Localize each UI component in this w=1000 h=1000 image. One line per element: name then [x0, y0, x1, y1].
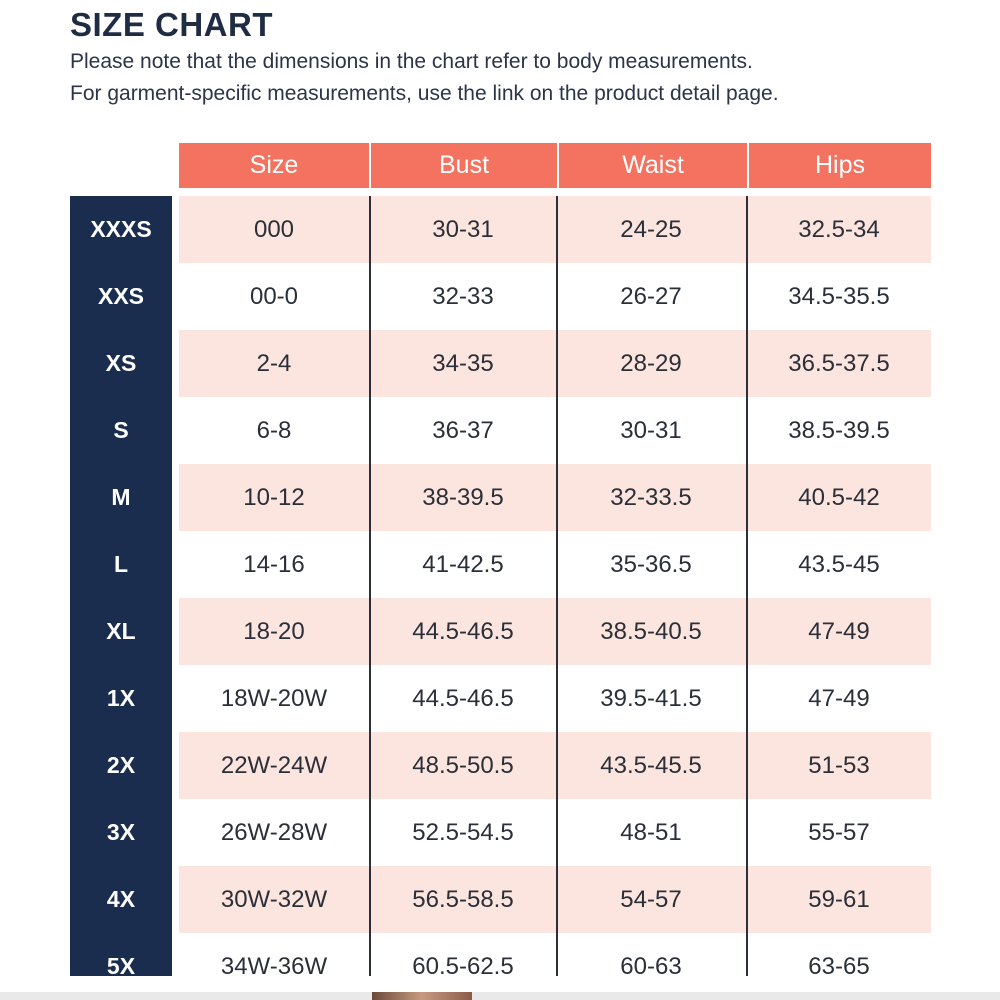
table-cell-bust: 41-42.5: [422, 550, 504, 578]
table-cell-size: 2-4: [256, 349, 292, 377]
table-cell-bust: 60.5-62.5: [412, 952, 514, 980]
note-line-1: Please note that the dimensions in the c…: [70, 50, 753, 73]
size-label: XL: [106, 618, 136, 644]
table-cell-bust: 32-33: [432, 282, 494, 310]
size-label: XXS: [97, 283, 145, 309]
bottom-divider: [0, 992, 1000, 1000]
table-cell-waist: 38.5-40.5: [600, 617, 702, 645]
table-cell-hips: 47-49: [808, 617, 870, 645]
table-cell-hips: 34.5-35.5: [788, 282, 890, 310]
header-size: Size: [249, 151, 299, 179]
table-cell-waist: 30-31: [620, 416, 682, 444]
page-title: SIZE CHART: [70, 6, 273, 43]
table-cell-bust: 56.5-58.5: [412, 885, 514, 913]
note-line-2: For garment-specific measurements, use t…: [70, 82, 779, 105]
table-cell-waist: 28-29: [620, 349, 682, 377]
table-cell-waist: 39.5-41.5: [600, 684, 702, 712]
table-cell-bust: 38-39.5: [422, 483, 504, 511]
column-divider: [556, 196, 558, 976]
table-cell-size: 14-16: [243, 550, 305, 578]
size-label: 4X: [106, 886, 136, 912]
table-cell-hips: 59-61: [808, 885, 870, 913]
size-label: 5X: [106, 953, 136, 979]
table-cell-hips: 32.5-34: [798, 215, 880, 243]
table-cell-waist: 43.5-45.5: [600, 751, 702, 779]
table-cell-bust: 36-37: [432, 416, 494, 444]
table-row: [179, 464, 931, 531]
size-label: L: [113, 551, 129, 577]
table-cell-hips: 38.5-39.5: [788, 416, 890, 444]
table-cell-hips: 63-65: [808, 952, 870, 980]
table-cell-waist: 48-51: [620, 818, 682, 846]
size-label: S: [113, 417, 129, 443]
size-label: 1X: [106, 685, 136, 711]
table-cell-size: 30W-32W: [220, 885, 328, 913]
table-cell-size: 22W-24W: [220, 751, 328, 779]
table-cell-hips: 55-57: [808, 818, 870, 846]
size-label: 3X: [106, 819, 136, 845]
header-waist: Waist: [557, 143, 747, 188]
header-hips: Hips: [747, 143, 931, 188]
cropped-product-image: [372, 992, 472, 1000]
table-row: [179, 866, 931, 933]
table-row: [179, 598, 931, 665]
table-cell-bust: 30-31: [432, 215, 494, 243]
table-cell-size: 6-8: [256, 416, 292, 444]
table-row: [179, 330, 931, 397]
size-label-column: XXXS XXS XS S M L XL 1X 2X 3X 4X 5X: [70, 196, 172, 979]
table-cell-waist: 32-33.5: [610, 483, 692, 511]
table-cell-size: 000: [253, 215, 295, 243]
table-cell-hips: 40.5-42: [798, 483, 880, 511]
table-header-row: Size Bust Waist Hips: [179, 143, 931, 188]
column-divider: [746, 196, 748, 976]
table-cell-bust: 52.5-54.5: [412, 818, 514, 846]
table-cell-waist: 24-25: [620, 215, 682, 243]
size-label: XXXS: [90, 216, 152, 242]
header-bust: Bust: [369, 143, 557, 188]
table-cell-hips: 36.5-37.5: [788, 349, 890, 377]
table-cell-hips: 47-49: [808, 684, 870, 712]
table-row: [179, 732, 931, 799]
table-cell-size: 34W-36W: [220, 952, 328, 980]
table-cell-bust: 48.5-50.5: [412, 751, 514, 779]
table-cell-waist: 35-36.5: [610, 550, 692, 578]
table-row: [179, 196, 931, 263]
table-cell-waist: 26-27: [620, 282, 682, 310]
table-cell-size: 18-20: [243, 617, 305, 645]
size-label: 2X: [106, 752, 136, 778]
table-cell-bust: 34-35: [432, 349, 494, 377]
table-cell-size: 10-12: [243, 483, 305, 511]
table-cell-waist: 60-63: [620, 952, 682, 980]
table-cell-hips: 51-53: [808, 751, 870, 779]
table-cell-hips: 43.5-45: [798, 550, 880, 578]
table-cell-size: 26W-28W: [220, 818, 328, 846]
table-cell-waist: 54-57: [620, 885, 682, 913]
size-label: XS: [105, 350, 137, 376]
table-cell-size: 00-0: [249, 282, 299, 310]
table-cell-size: 18W-20W: [220, 684, 328, 712]
column-divider: [369, 196, 371, 976]
size-label: M: [111, 484, 131, 510]
table-cell-bust: 44.5-46.5: [412, 617, 514, 645]
table-cell-bust: 44.5-46.5: [412, 684, 514, 712]
